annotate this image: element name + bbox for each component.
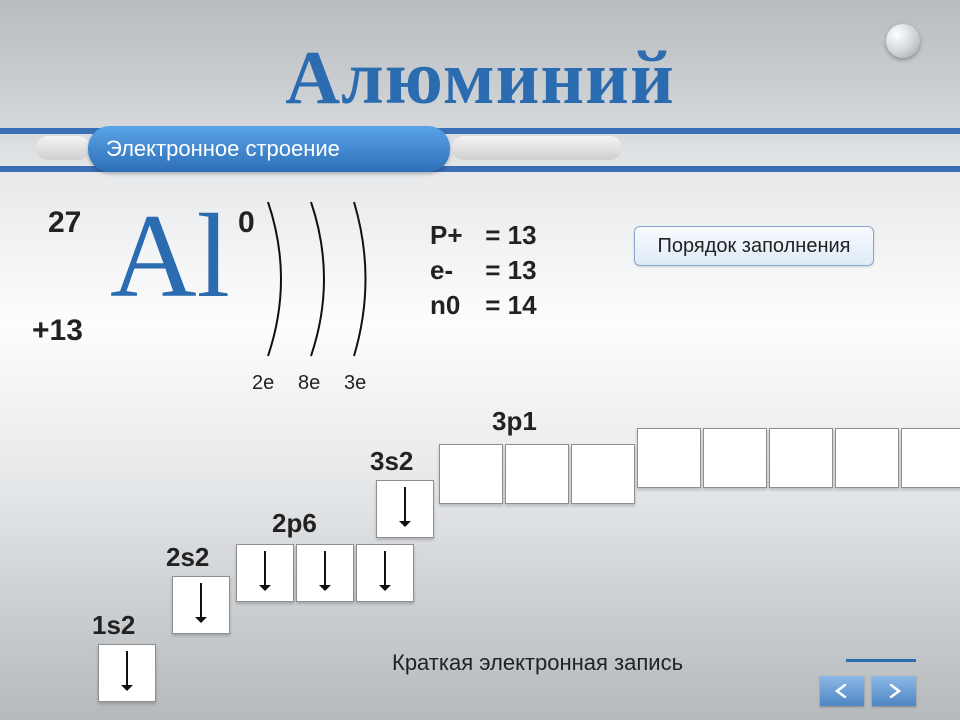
nav-prev-button[interactable]	[820, 676, 864, 706]
shell-arcs-svg	[256, 194, 396, 364]
element-symbol: Al	[110, 189, 230, 322]
orbital-diagram: 1s2 2s2 2p6 3s2 3p1 Краткая электронная …	[92, 400, 912, 680]
bar-segment	[36, 136, 90, 160]
orbital-label-2s: 2s2	[166, 542, 209, 573]
bar-segment	[452, 136, 622, 160]
arrow-down-icon	[324, 551, 326, 590]
count-key: n0	[430, 290, 478, 321]
nav-next-button[interactable]	[872, 676, 916, 706]
subtitle-pill: Электронное строение	[88, 126, 450, 172]
page-title: Алюминий	[0, 35, 960, 122]
orbital-cell	[172, 576, 230, 634]
orbital-label-2p: 2p6	[272, 508, 317, 539]
electron-count: e- = 13	[430, 255, 537, 286]
shell-label: 2e	[252, 372, 274, 395]
neutron-count: n0 = 14	[430, 290, 537, 321]
orbital-cell	[901, 428, 960, 488]
count-key: e-	[430, 255, 478, 286]
arrow-down-icon	[264, 551, 266, 590]
arrow-down-icon	[126, 651, 128, 690]
chevron-right-icon	[885, 684, 903, 698]
orbital-label-3p: 3p1	[492, 406, 537, 437]
orbital-cell	[769, 428, 833, 488]
arrow-down-icon	[384, 551, 386, 590]
orbital-cell	[376, 480, 434, 538]
orbital-cell	[835, 428, 899, 488]
filling-order-button[interactable]: Порядок заполнения	[634, 226, 874, 266]
underline-link[interactable]	[846, 659, 916, 662]
shell-label: 8e	[298, 372, 320, 395]
proton-count: P+ = 13	[430, 220, 537, 251]
count-value: = 13	[485, 220, 536, 250]
orbital-cell	[439, 444, 503, 504]
arrow-down-icon	[200, 583, 202, 622]
orbital-cell	[356, 544, 414, 602]
orbital-cell	[98, 644, 156, 702]
orbital-label-1s: 1s2	[92, 610, 135, 641]
mass-number: 27	[48, 206, 81, 240]
charge: 0	[238, 206, 255, 240]
orbital-cell	[296, 544, 354, 602]
orbital-cell	[637, 428, 701, 488]
orbital-footer: Краткая электронная запись	[392, 650, 683, 676]
count-value: = 13	[485, 255, 536, 285]
atomic-number: +13	[32, 314, 83, 348]
orbital-cell	[703, 428, 767, 488]
orbital-cell	[505, 444, 569, 504]
orbital-cell	[236, 544, 294, 602]
count-value: = 14	[485, 290, 536, 320]
orbital-cell	[571, 444, 635, 504]
chevron-left-icon	[833, 684, 851, 698]
count-key: P+	[430, 220, 478, 251]
shell-label: 3e	[344, 372, 366, 395]
element-block: 27 0 +13 Al	[110, 196, 250, 316]
particle-counts: P+ = 13 e- = 13 n0 = 14	[430, 220, 537, 325]
subtitle-text: Электронное строение	[106, 136, 340, 161]
nav-arrows	[820, 676, 916, 706]
orbital-label-3s: 3s2	[370, 446, 413, 477]
arrow-down-icon	[404, 487, 406, 526]
electron-shells: 2e 8e 3e	[256, 194, 396, 384]
